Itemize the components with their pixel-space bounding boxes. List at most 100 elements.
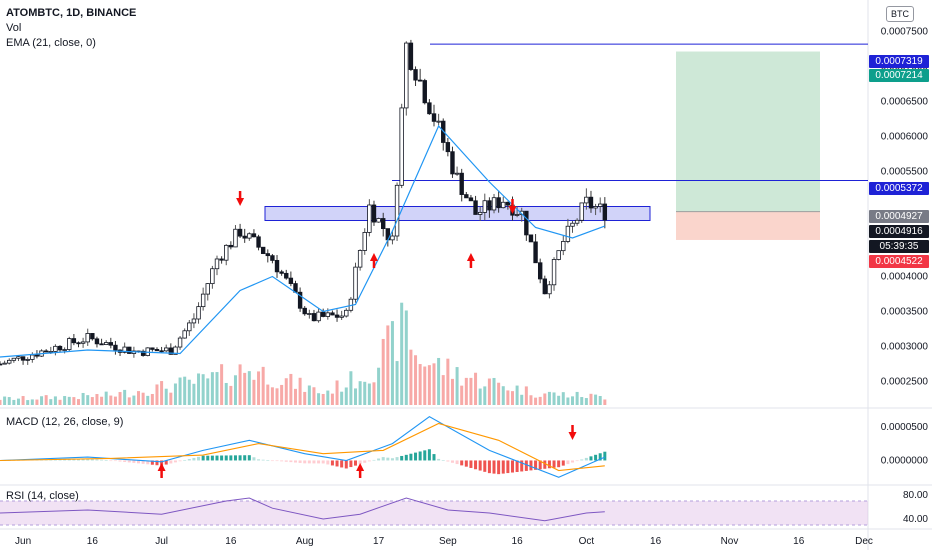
volume-bar	[363, 381, 367, 405]
volume-bar	[63, 396, 67, 405]
volume-bar	[460, 385, 464, 405]
candle-body	[150, 347, 155, 350]
macd-histogram-bar	[326, 460, 330, 465]
candle-body	[94, 338, 100, 345]
candle-body	[427, 102, 432, 115]
volume-bar	[183, 376, 187, 405]
macd-histogram-bar	[520, 460, 524, 472]
candle-body	[551, 259, 557, 286]
candle-body	[574, 219, 580, 224]
volume-bar	[515, 385, 519, 405]
candle-body	[297, 291, 303, 309]
candle-body	[390, 235, 395, 241]
volume-bar	[104, 391, 108, 405]
candle-body	[602, 203, 608, 221]
candle-body	[320, 311, 326, 317]
time-axis-label: Jul	[155, 536, 168, 547]
macd-histogram-bar	[95, 459, 99, 461]
time-axis-label: Aug	[296, 536, 314, 547]
macd-histogram-bar	[247, 455, 251, 461]
candle-body	[542, 278, 548, 295]
candle-body	[53, 345, 58, 352]
ema-legend[interactable]: EMA (21, close, 0)	[6, 37, 96, 49]
volume-bar	[289, 373, 293, 405]
volume-bar	[16, 398, 20, 405]
volume-bar	[30, 399, 34, 405]
macd-histogram-bar	[390, 458, 394, 461]
volume-bar	[44, 395, 48, 405]
volume-bar	[520, 394, 524, 405]
vol-legend[interactable]: Vol	[6, 22, 22, 34]
currency-badge[interactable]: BTC	[886, 6, 914, 22]
volume-bar	[67, 396, 71, 405]
candle-body	[34, 354, 40, 357]
volume-bar	[584, 398, 588, 405]
candle-body	[182, 330, 187, 339]
volume-bar	[146, 395, 150, 405]
volume-bar	[603, 399, 607, 405]
candle-body	[344, 309, 349, 317]
candle-body	[122, 346, 127, 353]
candle-body	[417, 79, 423, 82]
macd-histogram-bar	[220, 455, 224, 461]
candle-body	[108, 342, 114, 346]
candle-body	[228, 244, 234, 248]
candle-body	[251, 233, 257, 238]
macd-histogram-bar	[589, 456, 593, 461]
time-axis-label: 16	[87, 536, 99, 547]
volume-bar	[478, 388, 482, 405]
macd-histogram-bar	[275, 460, 279, 462]
volume-bar	[566, 397, 570, 405]
candle-body	[99, 343, 104, 346]
volume-bar	[118, 392, 122, 405]
candle-body	[316, 311, 321, 322]
volume-bar	[506, 390, 510, 405]
entry-price-tag: 0.0004927	[869, 210, 929, 223]
candle-body	[173, 346, 178, 355]
volume-bar	[100, 396, 104, 405]
rsi-axis-label: 40.00	[903, 514, 928, 525]
candle-body	[62, 349, 67, 351]
candle-body	[270, 255, 275, 261]
volume-bar	[220, 364, 224, 405]
candle-body	[113, 344, 118, 351]
volume-bar	[127, 397, 131, 405]
volume-bar	[26, 400, 30, 405]
candle-body	[459, 172, 464, 195]
candle-body	[242, 235, 247, 239]
macd-histogram-bar	[566, 460, 570, 465]
candle-body	[140, 350, 146, 356]
candle-body	[381, 218, 386, 230]
macd-histogram-bar	[197, 456, 201, 461]
volume-bar	[49, 399, 53, 405]
macd-histogram-bar	[72, 458, 76, 461]
macd-histogram-bar	[469, 460, 473, 468]
candle-body	[279, 271, 284, 274]
macd-histogram-bar	[132, 460, 136, 463]
macd-histogram-bar	[113, 460, 117, 462]
macd-histogram-bar	[224, 455, 228, 461]
target-price-tag: 0.0007214	[869, 69, 929, 82]
volume-bar	[164, 388, 168, 405]
volume-bar	[280, 384, 284, 405]
candle-body	[219, 258, 224, 261]
volume-bar	[187, 379, 191, 405]
macd-line	[0, 416, 606, 478]
macd-histogram-bar	[598, 453, 602, 461]
macd-legend[interactable]: MACD (12, 26, close, 9)	[6, 416, 124, 428]
symbol-line[interactable]: ATOMBTC, 1D, BINANCE	[6, 7, 137, 19]
candle-body	[288, 277, 294, 284]
candle-body	[468, 197, 474, 202]
macd-histogram-bar	[483, 460, 487, 472]
volume-bar	[483, 386, 487, 405]
macd-histogram-bar	[450, 460, 454, 463]
volume-bar	[557, 395, 561, 405]
candle-body	[90, 333, 95, 340]
macd-histogram-bar	[603, 451, 607, 461]
volume-bar	[450, 378, 454, 405]
rsi-legend[interactable]: RSI (14, close)	[6, 490, 79, 502]
candle-body	[528, 234, 534, 243]
volume-bar	[552, 392, 556, 405]
macd-histogram-bar	[312, 460, 316, 464]
